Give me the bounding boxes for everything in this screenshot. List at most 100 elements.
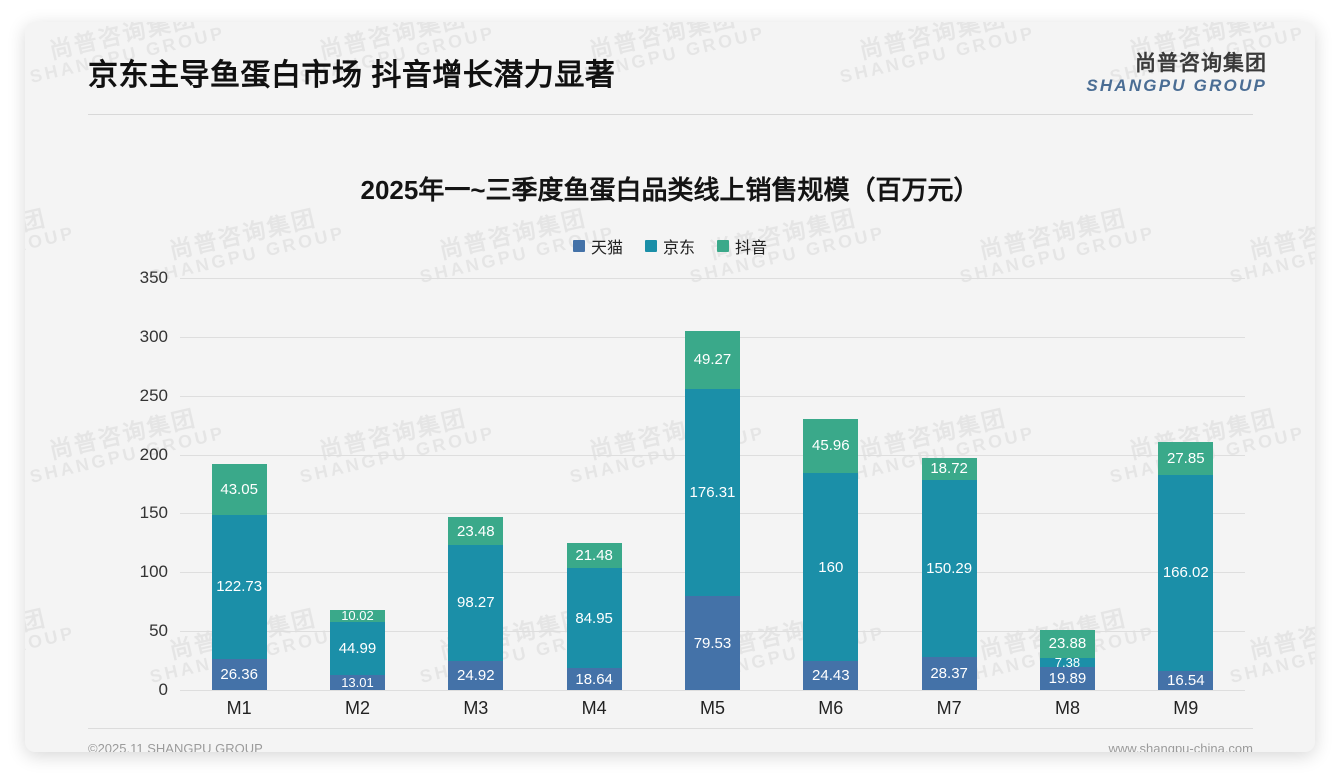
bar-segment-京东-M2[interactable]: 44.99	[329, 621, 385, 675]
gridline	[180, 278, 1245, 279]
bar-stack: 23.48 98.27 24.92	[448, 517, 504, 690]
bar-segment-京东-M1[interactable]: 122.73	[211, 514, 267, 659]
bar-value-label: 45.96	[812, 437, 850, 455]
x-axis-tick-M7: M7	[936, 698, 962, 718]
bar-group-M7: 18.72 150.29 28.37	[890, 278, 1008, 690]
bar-segment-京东-M3[interactable]: 98.27	[448, 545, 504, 661]
bar-group-M1: 43.05 122.73 26.36	[180, 278, 298, 690]
bar-value-label: 176.31	[689, 484, 736, 502]
y-axis-tick-label: 0	[158, 680, 168, 699]
bar-segment-抖音-M1[interactable]: 43.05	[211, 463, 267, 515]
bar-segment-天猫-M8[interactable]: 19.89	[1039, 666, 1095, 690]
y-axis-tick-label: 300	[139, 326, 168, 346]
slide-header: 京东主导鱼蛋白市场 抖音增长潜力显著 尚普咨询集团 SHANGPU GROUP	[25, 22, 1315, 114]
bar-segment-天猫-M5[interactable]: 79.53	[684, 596, 740, 690]
bar-segment-天猫-M9[interactable]: 16.54	[1158, 670, 1214, 690]
bar-segment-京东-M4[interactable]: 84.95	[566, 568, 622, 669]
bar-stack: 10.02 44.99 13.01	[329, 608, 385, 690]
y-axis-tick-label: 150	[139, 503, 168, 523]
y-axis-tick-label: 250	[139, 385, 168, 405]
bar-segment-抖音-M4[interactable]: 21.48	[566, 542, 622, 569]
x-axis-tick-M2: M2	[344, 698, 370, 718]
legend-item-京东[interactable]: 京东	[644, 234, 695, 258]
legend-label: 京东	[662, 240, 695, 257]
x-axis-tick-M5: M5	[699, 698, 725, 718]
bar-segment-京东-M7[interactable]: 150.29	[921, 479, 977, 657]
y-axis-tick-label: 100	[139, 562, 168, 582]
footer-website[interactable]: www.shangpu-china.com	[1108, 740, 1253, 753]
x-axis-tick-M4: M4	[581, 698, 607, 718]
bar-value-label: 7.38	[1054, 654, 1081, 670]
bar-segment-天猫-M4[interactable]: 18.64	[566, 668, 622, 690]
bar-segment-天猫-M3[interactable]: 24.92	[448, 660, 504, 690]
bar-value-label: 166.02	[1162, 564, 1209, 582]
x-axis-tick-M1: M1	[226, 698, 252, 718]
page-title: 京东主导鱼蛋白市场 抖音增长潜力显著	[88, 59, 616, 92]
bar-group-M2: 10.02 44.99 13.01	[298, 278, 416, 690]
legend-item-天猫[interactable]: 天猫	[572, 234, 623, 258]
bar-series-container: 43.05 122.73 26.36 10.02 44.99 13.01 23.48 98.2…	[180, 278, 1245, 690]
bar-stack: 18.72 150.29 28.37	[921, 457, 977, 690]
bar-segment-抖音-M7[interactable]: 18.72	[921, 457, 977, 480]
bar-value-label: 79.53	[693, 634, 732, 652]
chart-plot-area: 0 50 100 150 200 250 300 350 43.05 122.73 26.36 10…	[140, 268, 1245, 699]
bar-value-label: 122.73	[216, 578, 263, 596]
brand-name-cn: 尚普咨询集团	[1135, 52, 1267, 75]
bar-segment-天猫-M1[interactable]: 26.36	[211, 658, 267, 690]
bar-value-label: 23.48	[457, 522, 495, 540]
y-axis-tick-label: 350	[139, 268, 168, 287]
footer-divider	[88, 728, 1253, 729]
bar-segment-天猫-M2[interactable]: 13.01	[329, 674, 385, 690]
bar-group-M8: 23.88 7.38 19.89	[1008, 278, 1126, 690]
x-axis-tick-M3: M3	[463, 698, 489, 718]
legend-label: 抖音	[735, 240, 768, 257]
bar-value-label: 24.92	[457, 666, 495, 684]
bar-value-label: 160	[818, 558, 844, 576]
bar-value-label: 43.05	[220, 480, 258, 498]
bar-value-label: 150.29	[926, 559, 973, 577]
bar-segment-京东-M6[interactable]: 160	[803, 472, 859, 662]
slide-footer: ©2025.11 SHANGPU GROUP www.shangpu-china…	[88, 736, 1253, 753]
legend-swatch-icon	[644, 240, 657, 252]
y-axis-tick-label: 200	[139, 444, 168, 464]
bar-stack: 23.88 7.38 19.89	[1039, 629, 1095, 690]
bar-value-label: 16.54	[1167, 671, 1205, 689]
bar-stack: 43.05 122.73 26.36	[211, 463, 267, 690]
bar-value-label: 13.01	[341, 674, 374, 690]
bar-value-label: 84.95	[575, 609, 613, 627]
bar-segment-抖音-M3[interactable]: 23.48	[448, 517, 504, 545]
bar-value-label: 27.85	[1167, 450, 1205, 468]
x-axis-tick-M6: M6	[818, 698, 844, 718]
chart-title: 2025年一~三季度鱼蛋白品类线上销售规模（百万元）	[360, 175, 980, 205]
bar-segment-天猫-M6[interactable]: 24.43	[803, 661, 859, 690]
bar-segment-抖音-M9[interactable]: 27.85	[1158, 442, 1214, 476]
brand-logo: 尚普咨询集团 SHANGPU GROUP	[1086, 52, 1267, 95]
bar-value-label: 44.99	[338, 639, 377, 657]
bar-group-M4: 21.48 84.95 18.64	[535, 278, 653, 690]
legend-swatch-icon	[717, 240, 729, 252]
slide-canvas: 尚普咨询集团 SHANGPU GROUP 尚普咨询集团 SHANGPU GROUP 尚普…	[25, 22, 1315, 752]
bar-stack: 27.85 166.02 16.54	[1158, 442, 1214, 690]
legend-item-抖音[interactable]: 抖音	[717, 234, 767, 258]
chart-legend: 天猫 京东 抖音	[25, 234, 1315, 258]
legend-label: 天猫	[590, 240, 623, 257]
bar-value-label: 23.88	[1048, 635, 1087, 653]
header-divider	[88, 114, 1253, 115]
bar-group-M6: 45.96 160 24.43	[772, 278, 890, 690]
bar-segment-抖音-M6[interactable]: 45.96	[803, 418, 859, 473]
bar-segment-天猫-M7[interactable]: 28.37	[921, 656, 977, 690]
bar-segment-京东-M9[interactable]: 166.02	[1158, 475, 1214, 671]
gridline	[180, 690, 1245, 691]
bar-group-M5: 49.27 176.31 79.53	[653, 278, 771, 690]
bar-segment-京东-M5[interactable]: 176.31	[684, 388, 740, 597]
footer-copyright: ©2025.11 SHANGPU GROUP	[88, 740, 263, 753]
bar-segment-京东-M8[interactable]: 7.38	[1039, 654, 1095, 670]
brand-name-en: SHANGPU GROUP	[1086, 75, 1267, 95]
bar-segment-抖音-M2[interactable]: 10.02	[329, 608, 385, 624]
bar-value-label: 18.72	[930, 460, 968, 478]
bar-segment-抖音-M5[interactable]: 49.27	[684, 330, 740, 389]
x-axis-tick-M9: M9	[1173, 698, 1199, 718]
bar-value-label: 10.02	[341, 608, 374, 624]
x-axis-labels: M1 M2 M3 M4 M5 M6 M7 M8 M9	[180, 698, 1245, 719]
bar-segment-抖音-M8[interactable]: 23.88	[1039, 629, 1095, 658]
